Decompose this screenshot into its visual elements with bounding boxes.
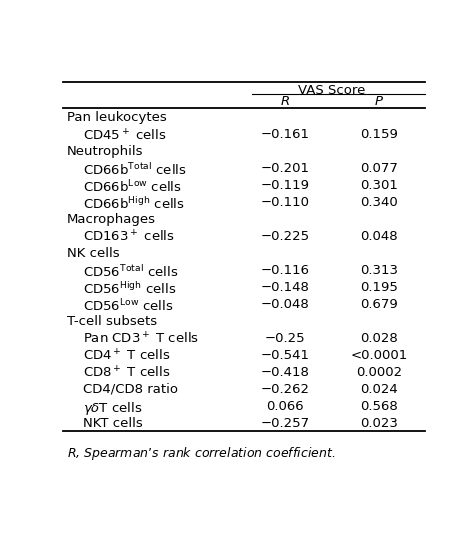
Text: T-cell subsets: T-cell subsets bbox=[66, 315, 157, 328]
Text: CD4/CD8 ratio: CD4/CD8 ratio bbox=[83, 383, 178, 396]
Text: −0.119: −0.119 bbox=[261, 179, 310, 192]
Text: 0.048: 0.048 bbox=[360, 230, 398, 243]
Text: −0.25: −0.25 bbox=[265, 331, 305, 345]
Text: 0.301: 0.301 bbox=[360, 179, 398, 192]
Text: 0.0002: 0.0002 bbox=[356, 365, 402, 379]
Text: $R$: $R$ bbox=[280, 95, 290, 108]
Text: −0.262: −0.262 bbox=[261, 383, 310, 396]
Text: NKT cells: NKT cells bbox=[83, 417, 143, 430]
Text: CD163$^+$ cells: CD163$^+$ cells bbox=[83, 230, 175, 245]
Text: −0.225: −0.225 bbox=[261, 230, 310, 243]
Text: NK cells: NK cells bbox=[66, 247, 119, 260]
Text: 0.679: 0.679 bbox=[360, 298, 398, 311]
Text: CD56$^{\mathrm{Low}}$ cells: CD56$^{\mathrm{Low}}$ cells bbox=[83, 298, 173, 314]
Text: <0.0001: <0.0001 bbox=[350, 349, 408, 362]
Text: 0.195: 0.195 bbox=[360, 281, 398, 294]
Text: $\gamma\delta$T cells: $\gamma\delta$T cells bbox=[83, 400, 142, 417]
Text: 0.313: 0.313 bbox=[360, 264, 398, 277]
Text: CD56$^{\mathrm{Total}}$ cells: CD56$^{\mathrm{Total}}$ cells bbox=[83, 264, 178, 280]
Text: Pan leukocytes: Pan leukocytes bbox=[66, 111, 166, 124]
Text: CD8$^+$ T cells: CD8$^+$ T cells bbox=[83, 365, 171, 381]
Text: −0.257: −0.257 bbox=[261, 417, 310, 430]
Text: Neutrophils: Neutrophils bbox=[66, 145, 143, 158]
Text: CD56$^{\mathrm{High}}$ cells: CD56$^{\mathrm{High}}$ cells bbox=[83, 281, 176, 297]
Text: VAS Score: VAS Score bbox=[298, 84, 366, 97]
Text: −0.110: −0.110 bbox=[261, 196, 310, 209]
Text: CD66b$^{\mathrm{Low}}$ cells: CD66b$^{\mathrm{Low}}$ cells bbox=[83, 179, 182, 195]
Text: $R$, Spearman’s rank correlation coefficient.: $R$, Spearman’s rank correlation coeffic… bbox=[66, 445, 335, 462]
Text: CD66b$^{\mathrm{High}}$ cells: CD66b$^{\mathrm{High}}$ cells bbox=[83, 196, 185, 211]
Text: −0.541: −0.541 bbox=[261, 349, 310, 362]
Text: 0.023: 0.023 bbox=[360, 417, 398, 430]
Text: CD45$^+$ cells: CD45$^+$ cells bbox=[83, 128, 166, 143]
Text: −0.201: −0.201 bbox=[261, 162, 310, 175]
Text: CD66b$^{\mathrm{Total}}$ cells: CD66b$^{\mathrm{Total}}$ cells bbox=[83, 162, 187, 178]
Text: 0.024: 0.024 bbox=[360, 383, 398, 396]
Text: 0.568: 0.568 bbox=[360, 400, 398, 413]
Text: 0.077: 0.077 bbox=[360, 162, 398, 175]
Text: −0.418: −0.418 bbox=[261, 365, 310, 379]
Text: 0.159: 0.159 bbox=[360, 128, 398, 141]
Text: −0.116: −0.116 bbox=[261, 264, 310, 277]
Text: $P$: $P$ bbox=[374, 95, 384, 108]
Text: Pan CD3$^+$ T cells: Pan CD3$^+$ T cells bbox=[83, 331, 199, 347]
Text: 0.066: 0.066 bbox=[266, 400, 304, 413]
Text: −0.161: −0.161 bbox=[261, 128, 310, 141]
Text: 0.340: 0.340 bbox=[360, 196, 398, 209]
Text: −0.048: −0.048 bbox=[261, 298, 310, 311]
Text: Macrophages: Macrophages bbox=[66, 213, 155, 226]
Text: CD4$^+$ T cells: CD4$^+$ T cells bbox=[83, 349, 171, 364]
Text: 0.028: 0.028 bbox=[360, 331, 398, 345]
Text: −0.148: −0.148 bbox=[261, 281, 310, 294]
